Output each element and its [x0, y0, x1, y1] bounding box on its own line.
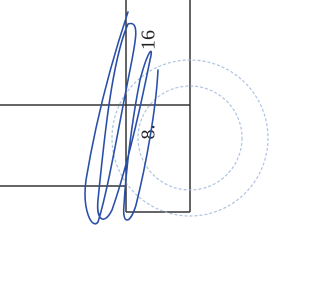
document: 16 8.	[0, 0, 284, 293]
cell-text: 8.	[138, 125, 160, 140]
cell-text: 16	[138, 30, 160, 50]
table-lines	[0, 0, 190, 212]
